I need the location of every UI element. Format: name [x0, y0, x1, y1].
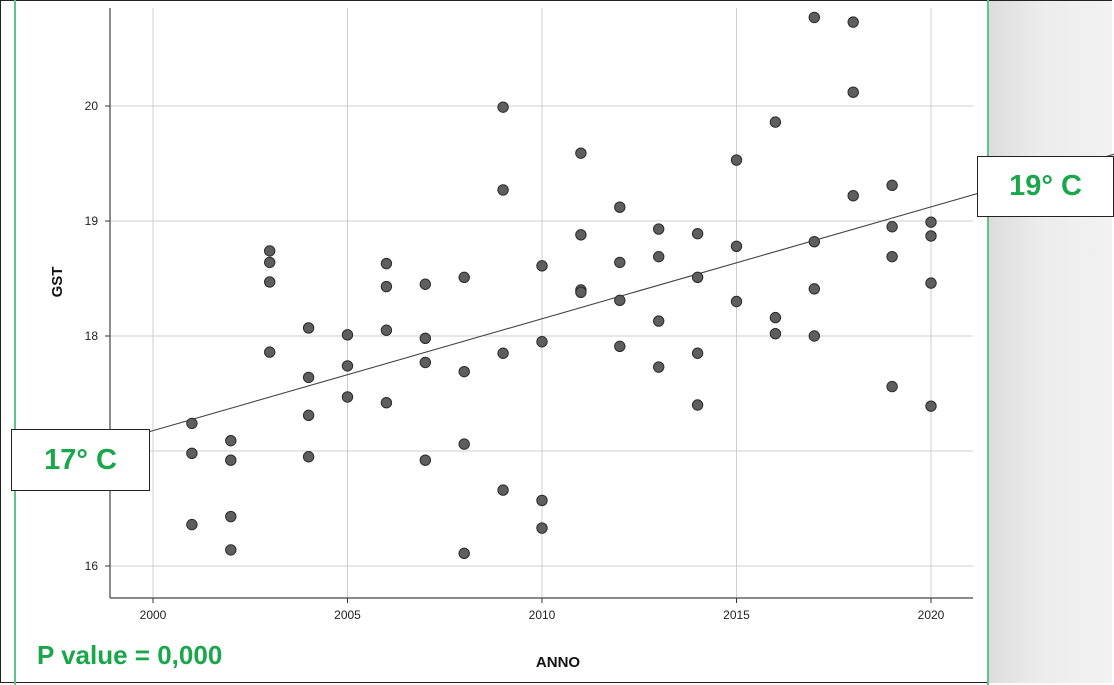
data-point	[886, 221, 898, 233]
data-point	[691, 227, 704, 240]
data-point	[886, 380, 898, 393]
data-point	[886, 179, 898, 192]
data-point	[653, 223, 665, 235]
data-point	[847, 86, 859, 98]
data-point	[458, 547, 470, 560]
data-point	[458, 365, 470, 378]
end-temperature-callout: 19° C	[977, 156, 1114, 217]
data-point	[925, 277, 937, 289]
tick-labels: 2000 2005 2010 2015 2020 16 18 19 20	[85, 99, 945, 622]
data-point	[691, 271, 704, 284]
y-tick-label: 16	[85, 559, 99, 573]
data-point	[847, 190, 859, 202]
data-point	[925, 400, 937, 412]
data-point	[380, 324, 393, 336]
data-point	[497, 347, 509, 359]
x-tick-label: 2010	[529, 608, 556, 622]
data-point	[302, 409, 315, 422]
data-point	[575, 286, 587, 298]
data-point	[302, 371, 315, 384]
data-point	[225, 544, 237, 556]
data-point	[497, 484, 509, 496]
data-point	[186, 417, 198, 430]
y-tick-label: 18	[85, 329, 99, 343]
data-point	[769, 116, 782, 128]
data-point	[264, 276, 276, 288]
data-point	[536, 522, 548, 534]
x-tick-label: 2005	[334, 608, 361, 622]
data-point	[419, 278, 431, 290]
axes	[105, 8, 973, 603]
data-point	[302, 451, 315, 463]
data-point	[341, 329, 354, 341]
data-point	[186, 518, 198, 531]
side-gray-panel	[989, 1, 1112, 683]
data-point	[497, 101, 509, 113]
data-point	[264, 245, 276, 257]
left-green-border	[14, 0, 16, 685]
data-point	[614, 294, 626, 307]
data-point	[497, 184, 509, 196]
data-point	[575, 229, 587, 241]
data-point	[380, 280, 393, 293]
data-point	[264, 256, 276, 269]
data-point	[769, 328, 782, 340]
data-point	[575, 147, 587, 159]
data-point	[730, 295, 743, 308]
data-point	[225, 434, 237, 447]
data-point	[730, 154, 743, 166]
data-point	[925, 216, 937, 228]
data-point	[380, 397, 393, 409]
data-point	[691, 347, 704, 359]
data-point	[769, 311, 782, 324]
data-point	[419, 332, 431, 344]
data-point	[808, 236, 820, 248]
x-axis-title: ANNO	[536, 654, 580, 671]
y-axis-title: GST	[49, 267, 66, 298]
data-point	[341, 360, 354, 372]
right-green-border	[987, 0, 989, 685]
data-point	[808, 330, 820, 342]
x-tick-label: 2020	[918, 608, 945, 622]
data-point	[419, 454, 431, 466]
x-tick-label: 2000	[140, 608, 167, 622]
data-point	[186, 447, 198, 459]
data-point	[614, 201, 626, 213]
data-point	[847, 16, 859, 28]
y-tick-label: 19	[85, 214, 99, 228]
data-point	[691, 399, 704, 411]
data-point	[341, 391, 354, 403]
y-tick-label: 20	[85, 99, 99, 113]
gridlines	[110, 8, 973, 598]
data-point	[730, 240, 743, 253]
data-point	[614, 340, 626, 353]
data-point	[808, 283, 820, 295]
data-point	[653, 361, 665, 373]
data-point	[886, 250, 898, 263]
data-point	[653, 250, 665, 263]
data-point	[536, 260, 548, 272]
data-point	[458, 438, 470, 450]
p-value-label: P value = 0,000	[37, 640, 223, 670]
data-point	[264, 346, 276, 358]
data-point	[225, 510, 237, 523]
data-point	[458, 271, 470, 284]
data-point	[808, 11, 820, 24]
data-point	[614, 256, 626, 269]
data-points	[186, 11, 937, 560]
x-tick-label: 2015	[723, 608, 750, 622]
data-point	[925, 230, 937, 242]
data-point	[419, 356, 431, 369]
trend-line	[139, 153, 1114, 435]
data-point	[380, 257, 393, 270]
data-point	[536, 494, 548, 507]
data-point	[225, 454, 237, 466]
data-point	[653, 315, 665, 327]
data-point	[536, 336, 548, 348]
data-point	[302, 322, 315, 334]
start-temperature-callout: 17° C	[11, 429, 150, 491]
